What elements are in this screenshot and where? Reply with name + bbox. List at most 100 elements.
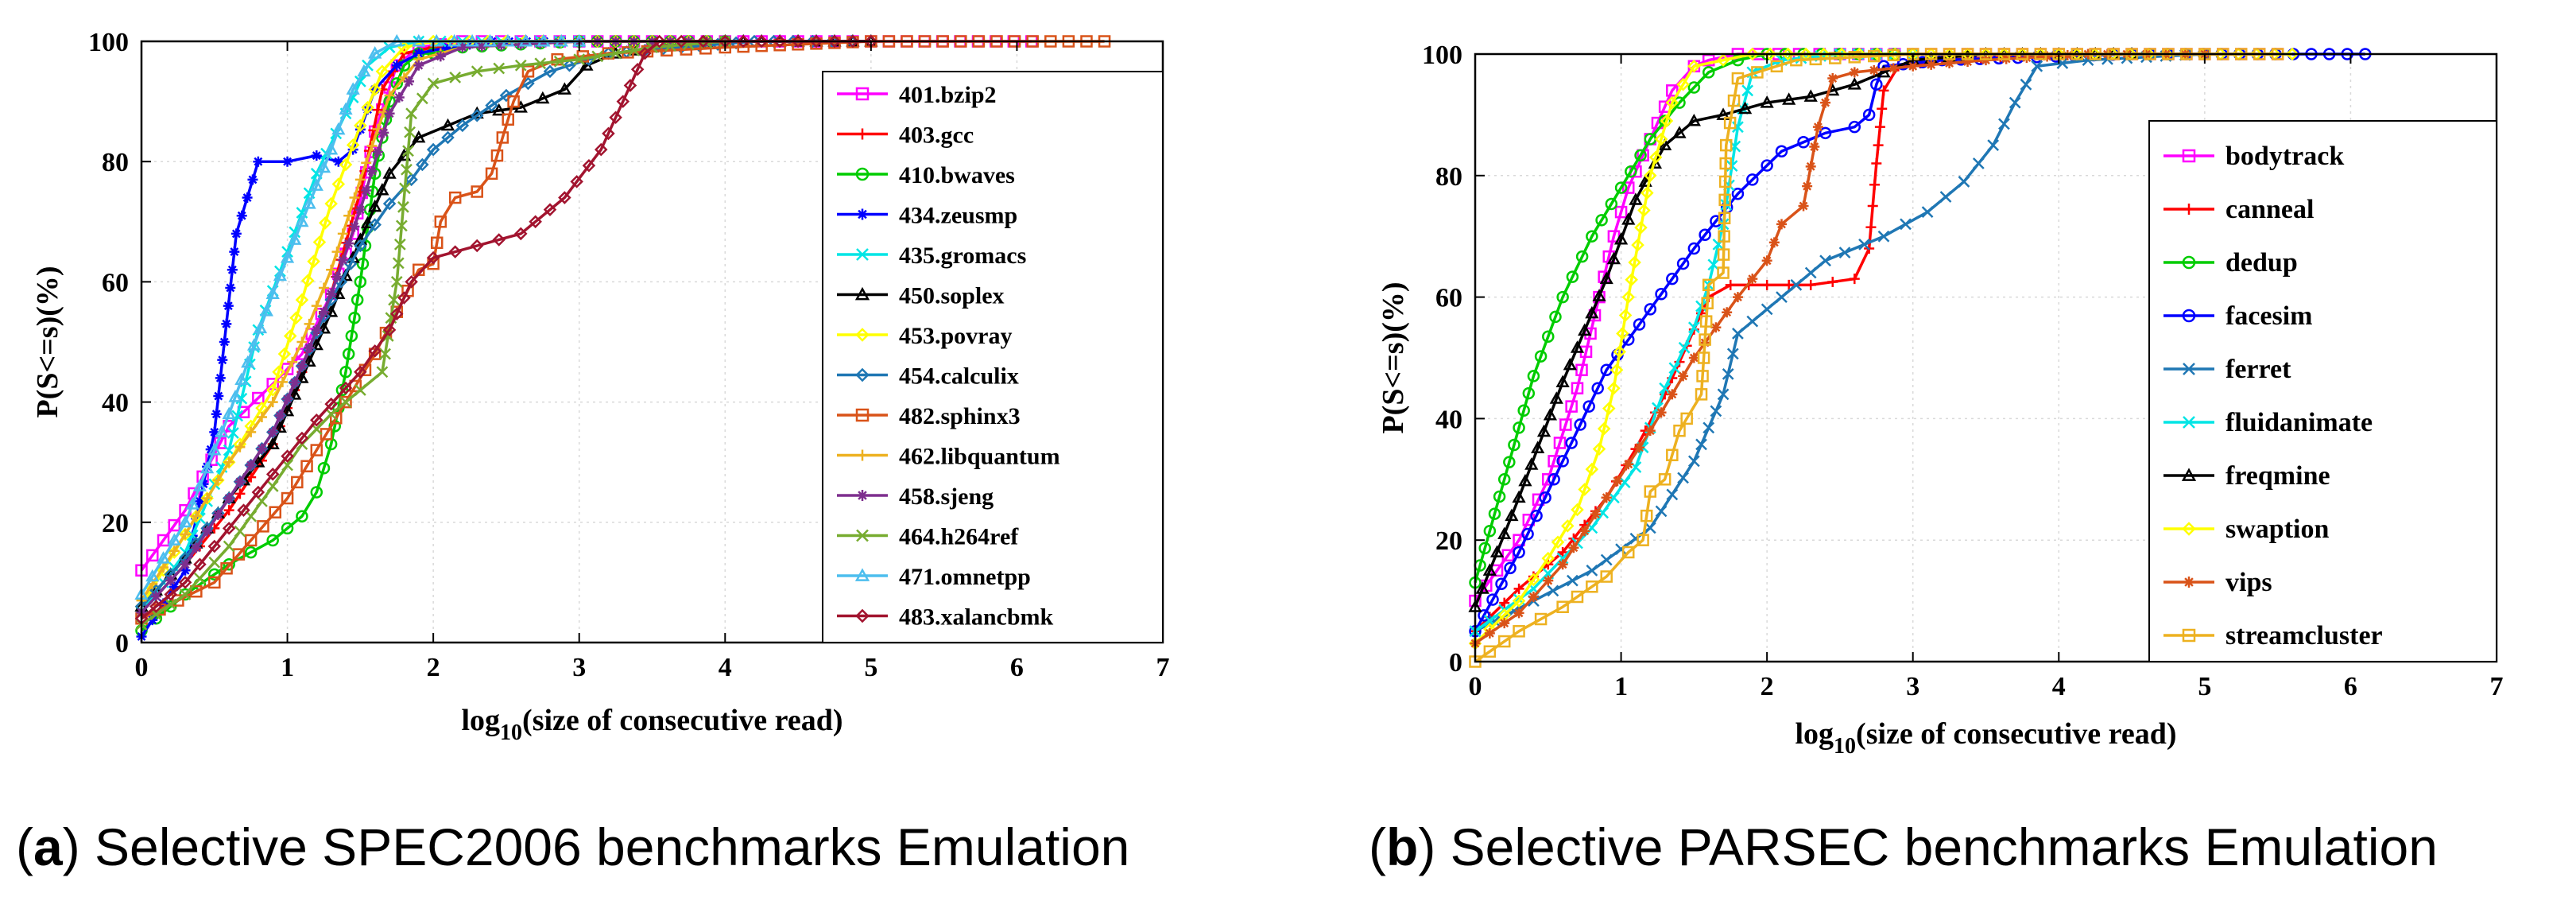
data-point	[295, 293, 309, 307]
data-point	[289, 311, 303, 325]
data-point	[1716, 107, 1730, 120]
data-point	[1621, 212, 1636, 225]
legend-label: 410.bwaves	[899, 162, 1015, 188]
data-point	[1699, 315, 1713, 328]
data-point	[382, 166, 397, 179]
data-point	[384, 90, 395, 101]
data-point	[1676, 257, 1690, 270]
data-point	[225, 282, 236, 293]
data-point	[1591, 382, 1604, 394]
data-point	[1644, 522, 1656, 534]
data-point	[570, 175, 583, 188]
data-point	[281, 491, 294, 505]
data-point	[157, 534, 170, 547]
legend-swatch-marker	[2182, 522, 2196, 536]
data-point	[1518, 473, 1532, 487]
legend-swatch-marker	[2183, 416, 2195, 429]
data-point	[1838, 247, 1851, 258]
caption-label: b	[1386, 817, 1418, 876]
data-point	[471, 185, 483, 198]
data-point	[1582, 400, 1595, 413]
legend-swatch-marker	[2182, 255, 2196, 270]
data-point	[211, 409, 222, 420]
data-point	[1731, 187, 1745, 200]
data-point	[150, 591, 161, 602]
data-point	[1644, 303, 1657, 316]
data-point	[1505, 508, 1519, 522]
data-point	[361, 100, 374, 115]
data-point	[392, 257, 405, 270]
data-point	[2031, 60, 2043, 72]
data-point	[389, 307, 404, 320]
data-point	[536, 91, 550, 104]
data-point	[167, 533, 181, 546]
data-point	[1727, 94, 1741, 107]
data-point	[1760, 95, 1774, 108]
data-point	[476, 41, 487, 52]
data-point	[1802, 181, 1813, 192]
data-point	[402, 145, 414, 157]
data-point	[1761, 279, 1772, 290]
data-point	[360, 216, 375, 229]
data-point	[470, 108, 484, 122]
data-point	[331, 122, 346, 135]
data-point	[1629, 192, 1643, 205]
data-point	[212, 475, 223, 486]
legend-swatch-marker	[855, 408, 870, 422]
legend: 401.bzip2 403.gcc 410.bwaves 434.zeusmp 435.…	[822, 71, 1164, 643]
legend-swatch-marker	[854, 286, 870, 301]
data-point	[267, 426, 278, 437]
data-point	[1571, 382, 1584, 394]
data-point	[309, 337, 323, 351]
data-point	[339, 157, 353, 172]
data-point	[1770, 60, 1784, 73]
data-point	[470, 239, 484, 253]
data-point	[391, 60, 402, 71]
data-point	[307, 254, 320, 268]
data-point	[231, 410, 244, 422]
data-point	[366, 165, 378, 177]
series-dedup	[1469, 48, 1919, 589]
data-point	[1776, 291, 1788, 303]
data-point	[295, 371, 309, 383]
data-point	[1678, 371, 1689, 382]
data-point	[1687, 321, 1700, 334]
legend-swatch-marker	[854, 568, 870, 581]
data-point	[1849, 67, 1860, 78]
data-point	[582, 158, 596, 173]
data-point	[1560, 519, 1575, 533]
data-point	[319, 216, 332, 230]
data-point	[366, 141, 378, 152]
data-point	[354, 174, 366, 185]
data-point	[228, 390, 242, 402]
data-point	[493, 62, 506, 75]
data-point	[1539, 491, 1551, 504]
data-point	[1702, 278, 1715, 292]
x-tick-label: 0	[135, 653, 149, 682]
data-point	[521, 65, 535, 78]
data-point	[1870, 47, 1885, 61]
data-point	[1548, 455, 1560, 468]
data-point	[300, 460, 313, 472]
data-point	[375, 183, 389, 196]
data-point	[1726, 348, 1739, 360]
data-point	[178, 576, 192, 589]
data-point	[1655, 505, 1668, 518]
data-point	[1482, 563, 1497, 576]
data-point	[265, 468, 280, 481]
legend-item: facesim	[2163, 301, 2313, 331]
data-point	[846, 34, 860, 49]
data-point	[1601, 492, 1612, 503]
data-point	[1873, 140, 1884, 151]
data-point	[1719, 138, 1733, 152]
legend-swatch-marker	[2181, 468, 2197, 481]
data-point	[534, 57, 547, 70]
data-point	[1621, 290, 1636, 304]
legend-swatch-marker	[855, 328, 870, 342]
legend-item: 453.povray	[837, 323, 1013, 349]
data-point	[1710, 405, 1722, 417]
data-point	[1804, 266, 1817, 279]
data-point	[1536, 424, 1551, 437]
data-point	[696, 34, 711, 49]
legend-label: 450.soplex	[899, 283, 1005, 309]
